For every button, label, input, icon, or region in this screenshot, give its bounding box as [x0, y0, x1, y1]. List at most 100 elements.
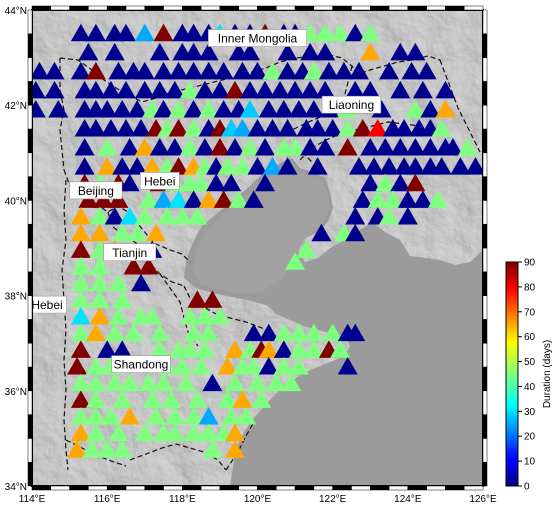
station-marker [134, 423, 155, 442]
station-marker [134, 80, 155, 99]
station-marker [70, 423, 91, 442]
station-marker [164, 80, 185, 99]
station-marker [112, 157, 133, 175]
station-marker [255, 138, 276, 156]
station-marker [115, 23, 136, 42]
station-marker [382, 190, 403, 208]
station-marker [108, 423, 129, 442]
station-marker [149, 323, 170, 342]
station-marker [213, 61, 234, 80]
station-marker [183, 323, 204, 342]
station-marker [191, 357, 212, 375]
frame-tick-bar [482, 33, 488, 58]
frame-tick-bar [27, 461, 33, 487]
station-marker [315, 80, 336, 99]
frame-tick-bar [445, 485, 465, 491]
station-marker [315, 42, 336, 61]
frame-tick-bar [482, 247, 488, 273]
station-marker [149, 138, 170, 156]
frame-tick-bar [294, 5, 315, 11]
place-label-box [111, 355, 171, 373]
frame-tick-bar [482, 390, 488, 415]
y-tick-label: 44°N [5, 6, 27, 17]
station-marker [108, 273, 129, 292]
station-marker [288, 357, 309, 375]
station-marker [179, 340, 200, 358]
station-marker [85, 423, 106, 442]
station-marker [187, 207, 208, 225]
station-marker [315, 138, 336, 156]
station-marker [258, 323, 279, 342]
station-marker [315, 23, 336, 42]
frame-tick-bar [27, 295, 33, 320]
frame-tick-bar [219, 5, 239, 11]
frame-tick-bar [27, 81, 33, 106]
station-marker [89, 307, 110, 325]
station-marker [412, 80, 433, 99]
place-label-box [208, 29, 308, 47]
station-marker [89, 273, 110, 292]
station-marker [221, 406, 242, 425]
station-marker [44, 61, 65, 80]
station-marker [138, 190, 159, 208]
colorbar-tick-label: 0 [524, 482, 530, 493]
station-marker [70, 307, 91, 325]
station-marker [104, 207, 125, 225]
frame-tick-bar [106, 5, 127, 11]
station-marker [345, 80, 366, 99]
colorbar-tick-label: 10 [524, 457, 536, 468]
station-marker [202, 373, 223, 392]
frame-tick-bar [313, 485, 333, 491]
station-marker [401, 61, 422, 80]
frame-tick-bar [482, 200, 488, 225]
frame-tick-bar [27, 200, 33, 225]
station-marker [32, 80, 46, 99]
station-marker [134, 207, 155, 225]
frame-tick-bar [27, 176, 33, 201]
station-marker [70, 390, 91, 408]
station-marker [127, 157, 148, 175]
station-marker [127, 223, 148, 242]
station-marker [239, 138, 260, 156]
station-marker [232, 119, 253, 137]
station-marker [367, 190, 388, 208]
station-marker [217, 390, 238, 408]
station-marker [364, 157, 385, 175]
station-marker [127, 99, 148, 118]
frame-tick-bar [27, 152, 33, 177]
station-marker [157, 207, 178, 225]
frame-tick-bar [27, 57, 33, 82]
station-marker [262, 119, 283, 137]
frame-tick-bar [332, 485, 352, 491]
frame-tick-bar [27, 33, 33, 58]
station-marker [89, 223, 110, 242]
station-marker [168, 190, 189, 208]
station-marker [70, 273, 91, 292]
station-marker [194, 340, 215, 358]
station-marker [450, 157, 471, 175]
station-marker [258, 357, 279, 375]
station-marker [183, 119, 204, 137]
frame-tick-bar [388, 485, 409, 491]
frame-tick-bar [482, 461, 488, 487]
station-marker [442, 138, 463, 156]
station-marker [134, 138, 155, 156]
frame-tick-bar [27, 247, 33, 273]
station-marker [32, 99, 46, 118]
station-marker [333, 61, 354, 80]
frame-ticks [27, 5, 488, 491]
station-marker [74, 138, 95, 156]
station-marker [108, 61, 129, 80]
frame-tick-bar [351, 5, 371, 11]
station-marker [123, 257, 144, 275]
station-marker [206, 173, 227, 192]
station-marker [85, 323, 106, 342]
station-marker [277, 119, 298, 137]
station-marker [198, 323, 219, 342]
colorbar-tick-label: 70 [524, 307, 536, 318]
station-marker [130, 119, 151, 137]
station-marker [266, 373, 287, 392]
frame-tick-bar [294, 485, 315, 491]
station-marker [337, 357, 358, 375]
station-marker [100, 406, 121, 425]
